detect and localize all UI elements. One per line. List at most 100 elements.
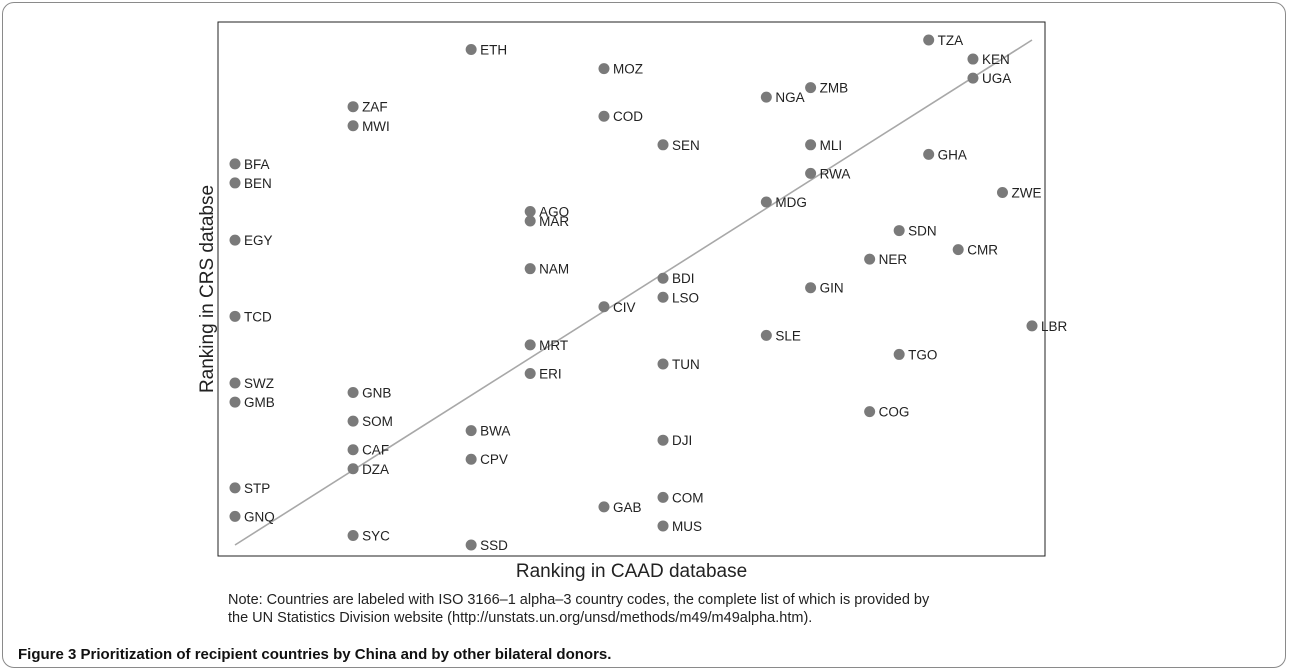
point-label-gin: GIN [820, 281, 844, 296]
point-label-mus: MUS [672, 519, 702, 534]
point-gha [923, 148, 935, 160]
point-label-cog: COG [879, 405, 910, 420]
point-label-cmr: CMR [967, 243, 998, 258]
point-label-gha: GHA [938, 147, 967, 162]
point-label-nam: NAM [539, 262, 569, 277]
point-uga [967, 72, 979, 84]
point-label-mli: MLI [820, 138, 843, 153]
point-ssd [465, 539, 477, 551]
point-tgo [893, 348, 905, 360]
point-dza [347, 463, 359, 475]
point-label-mdg: MDG [775, 195, 807, 210]
point-cmr [952, 244, 964, 256]
point-com [657, 491, 669, 503]
point-som [347, 415, 359, 427]
point-label-gmb: GMB [244, 395, 275, 410]
point-label-sle: SLE [775, 328, 801, 343]
point-ner [864, 253, 876, 265]
point-label-syc: SYC [362, 528, 390, 543]
point-sen [657, 139, 669, 151]
point-label-tgo: TGO [908, 347, 937, 362]
point-label-dji: DJI [672, 433, 692, 448]
point-label-lbr: LBR [1041, 319, 1068, 334]
point-moz [598, 63, 610, 75]
x-axis-label: Ranking in CAAD database [516, 561, 747, 582]
point-label-dza: DZA [362, 462, 389, 477]
point-tza [923, 34, 935, 46]
point-label-tza: TZA [938, 33, 964, 48]
point-gnb [347, 387, 359, 399]
point-ben [229, 177, 241, 189]
point-label-bwa: BWA [480, 424, 510, 439]
point-label-eri: ERI [539, 366, 562, 381]
point-label-bdi: BDI [672, 271, 695, 286]
point-label-ben: BEN [244, 176, 272, 191]
point-label-rwa: RWA [820, 166, 851, 181]
point-label-com: COM [672, 490, 704, 505]
point-label-zaf: ZAF [362, 100, 388, 115]
figure-note: Note: Countries are labeled with ISO 316… [228, 591, 1128, 627]
point-stp [229, 482, 241, 494]
data-points: BFA BEN EGY TCD SWZ GMB STP GNQ ZAF MWI GNB SOM CAF D… [229, 33, 1068, 553]
note-line-2: the UN Statistics Division website (http… [228, 610, 813, 626]
point-label-gnb: GNB [362, 386, 391, 401]
point-label-nga: NGA [775, 90, 804, 105]
point-cog [864, 406, 876, 418]
point-zmb [805, 82, 817, 94]
point-label-mar: MAR [539, 214, 569, 229]
trend-line [234, 39, 1033, 546]
point-syc [347, 529, 359, 541]
point-cpv [465, 453, 477, 465]
point-gnq [229, 510, 241, 522]
point-label-egy: EGY [244, 233, 273, 248]
point-label-ner: NER [879, 252, 908, 267]
point-label-eth: ETH [480, 43, 507, 58]
point-label-cod: COD [613, 109, 643, 124]
point-nam [524, 263, 536, 275]
point-label-mwi: MWI [362, 119, 390, 134]
point-sdn [893, 225, 905, 237]
point-ken [967, 53, 979, 65]
point-rwa [805, 167, 817, 179]
point-label-som: SOM [362, 414, 393, 429]
point-label-ken: KEN [982, 52, 1010, 67]
point-label-ssd: SSD [480, 538, 508, 553]
point-mli [805, 139, 817, 151]
point-mus [657, 520, 669, 532]
point-lso [657, 291, 669, 303]
point-label-gnq: GNQ [244, 509, 275, 524]
point-label-mrt: MRT [539, 338, 568, 353]
point-label-tcd: TCD [244, 309, 272, 324]
point-civ [598, 301, 610, 313]
point-label-civ: CIV [613, 300, 636, 315]
point-cod [598, 110, 610, 122]
point-gmb [229, 396, 241, 408]
point-ago [524, 206, 536, 218]
note-line-1: Note: Countries are labeled with ISO 316… [228, 592, 930, 608]
point-label-lso: LSO [672, 290, 699, 305]
point-zwe [996, 186, 1008, 198]
point-gin [805, 282, 817, 294]
point-label-swz: SWZ [244, 376, 274, 391]
scatter-chart: BFA BEN EGY TCD SWZ GMB STP GNQ ZAF MWI GNB SOM CAF D… [197, 21, 1068, 582]
point-bwa [465, 425, 477, 437]
y-axis-label: Ranking in CRS databse [197, 185, 218, 393]
point-eth [465, 44, 477, 56]
point-label-stp: STP [244, 481, 270, 496]
point-caf [347, 444, 359, 456]
point-gab [598, 501, 610, 513]
point-bdi [657, 272, 669, 284]
point-lbr [1026, 320, 1038, 332]
point-label-ago: AGO [539, 205, 569, 220]
point-eri [524, 367, 536, 379]
point-egy [229, 234, 241, 246]
point-mwi [347, 120, 359, 132]
point-dji [657, 434, 669, 446]
point-label-sen: SEN [672, 138, 700, 153]
point-label-tun: TUN [672, 357, 700, 372]
point-tcd [229, 310, 241, 322]
point-swz [229, 377, 241, 389]
point-label-zwe: ZWE [1011, 185, 1041, 200]
point-bfa [229, 158, 241, 170]
